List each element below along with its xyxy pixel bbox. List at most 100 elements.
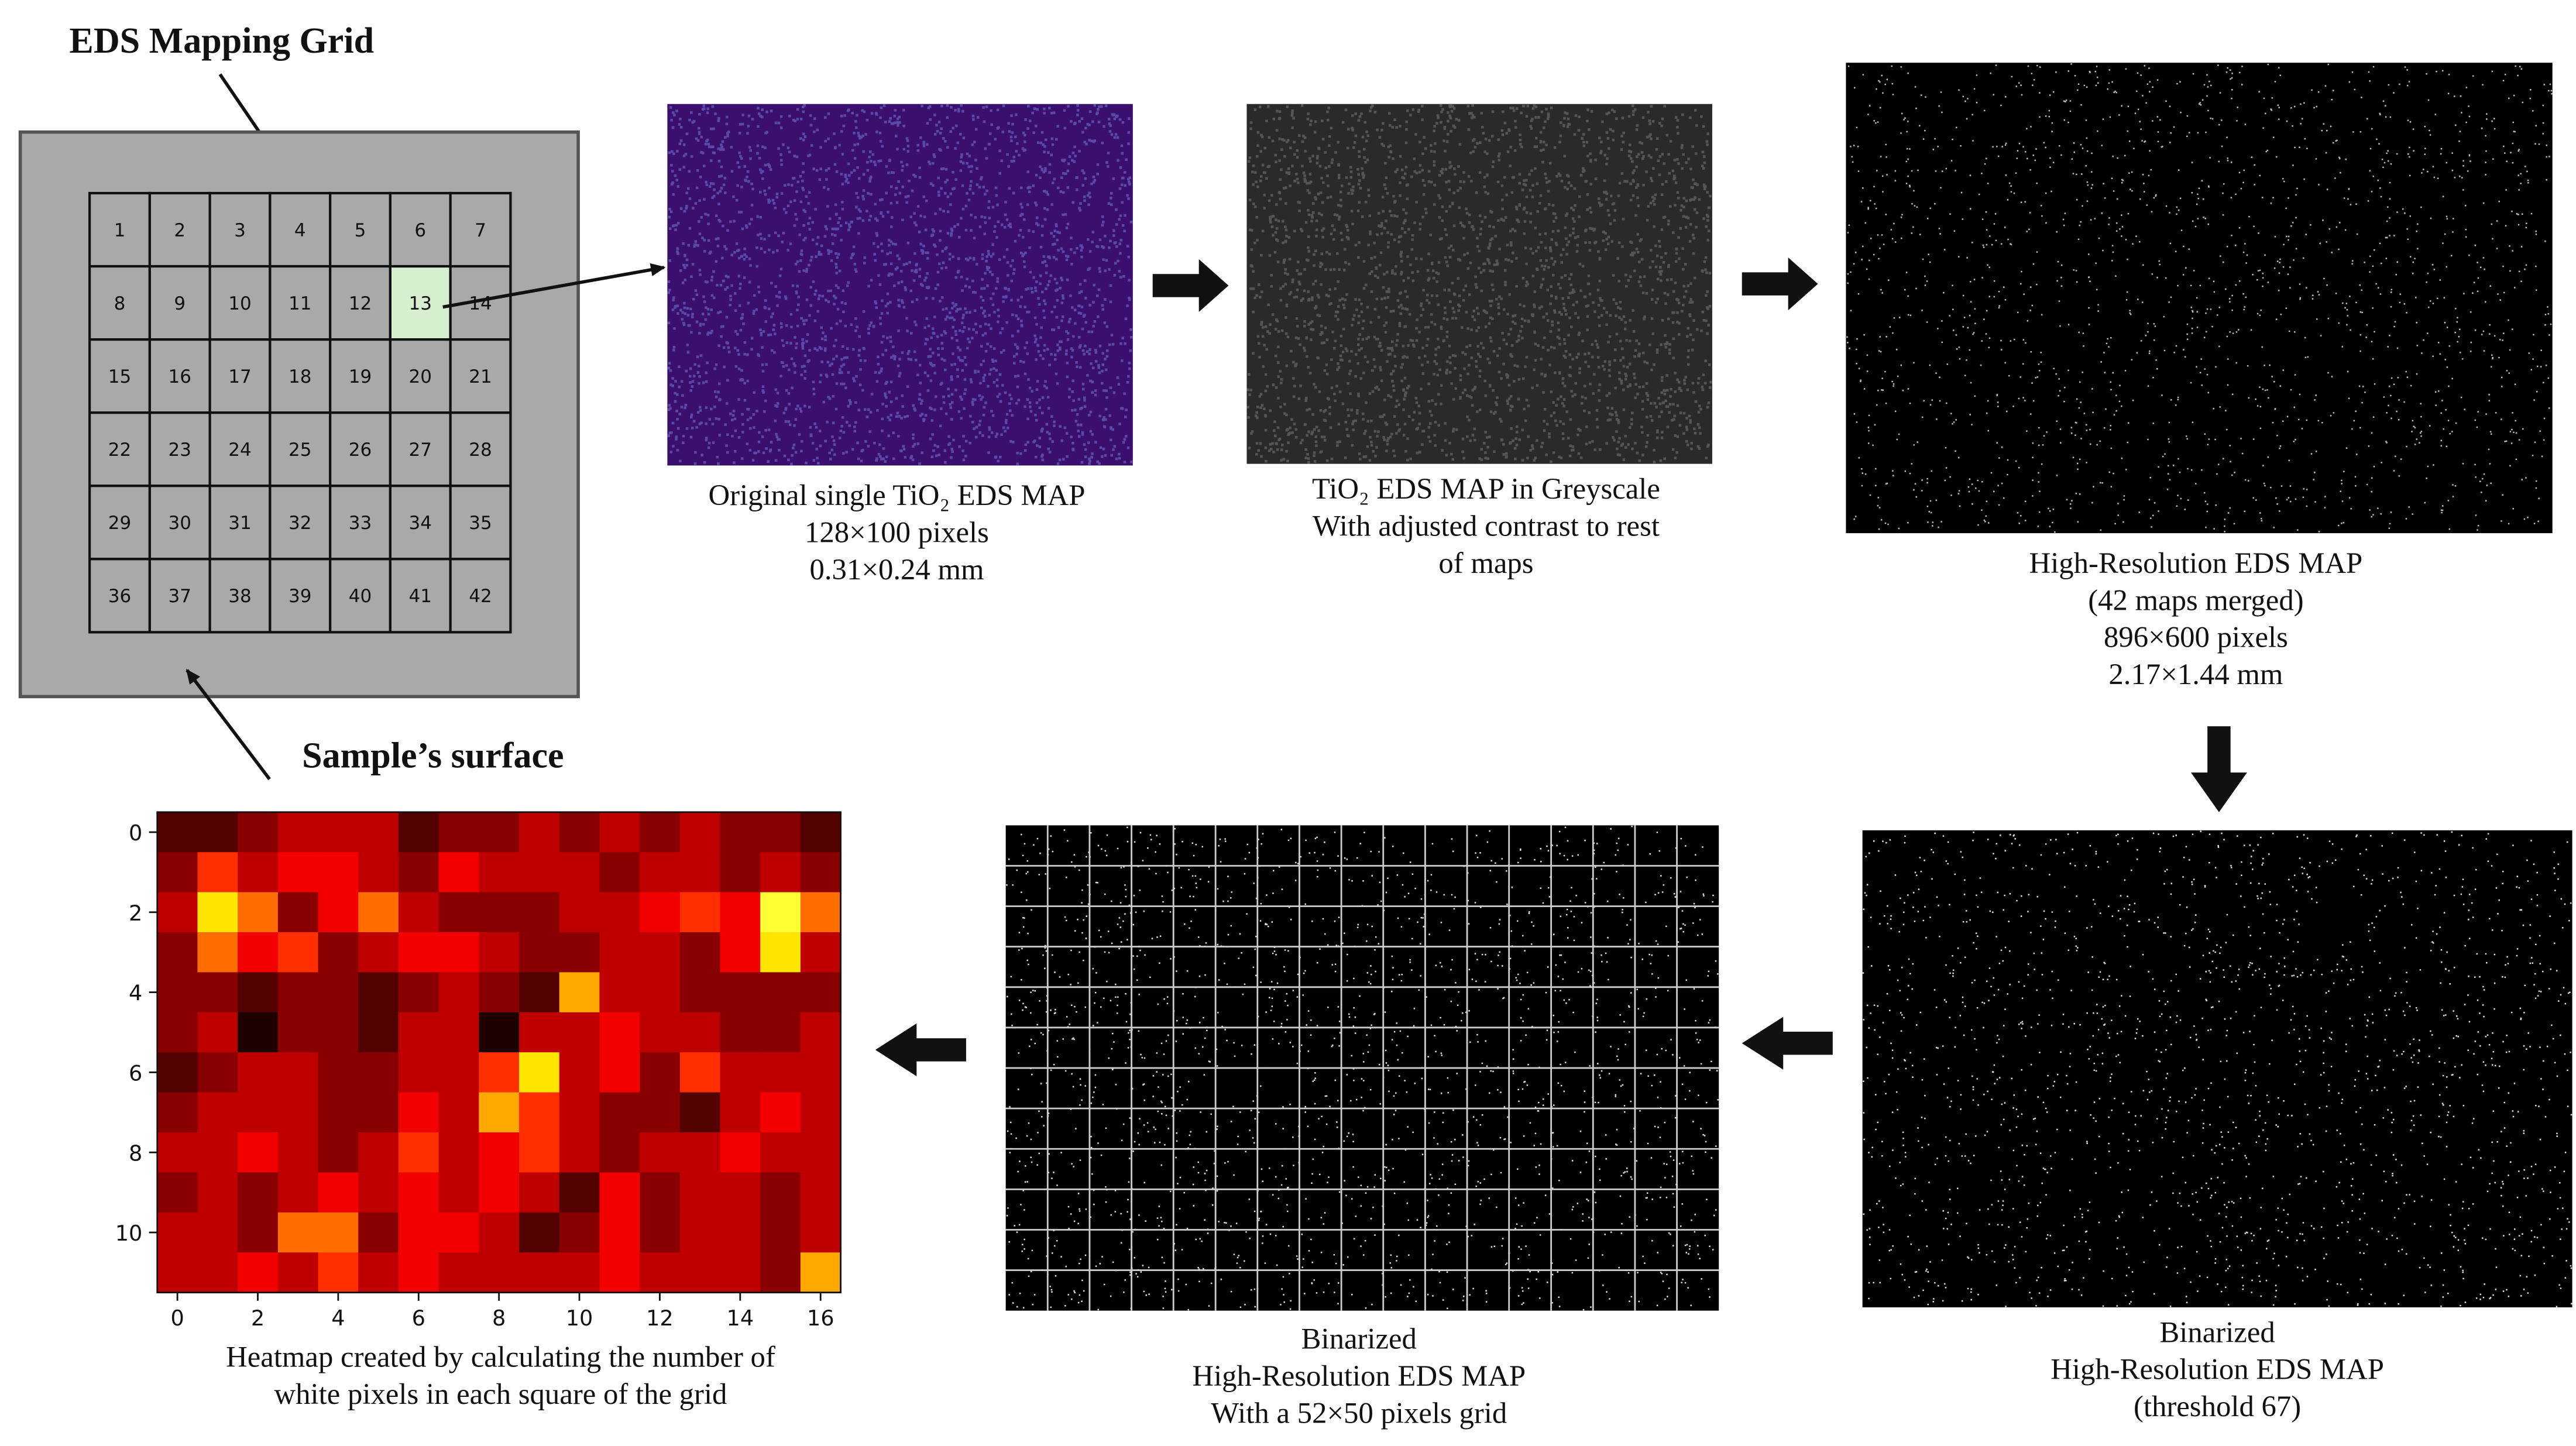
heat-cell [438,1252,480,1293]
heat-cell [398,1052,439,1093]
heat-cell [197,852,239,893]
caption: Binarized [2159,1316,2275,1348]
cell-label: 25 [288,439,311,461]
heat-cell [197,1132,239,1173]
heat-cell [800,1172,842,1213]
x-tick-label: 16 [807,1306,834,1331]
heat-cell [157,932,198,973]
cell-label: 31 [228,513,251,534]
x-tick-label: 0 [170,1306,184,1331]
y-tick-label: 6 [129,1061,142,1086]
heat-cell [277,1132,319,1173]
caption: With adjusted contrast to rest [1313,509,1660,542]
caption: Original single TiO₂ EDS MAP [709,479,1086,511]
grid-cell [88,485,151,561]
heat-cell [238,1212,279,1253]
grid-cell [148,191,211,268]
heat-cell [238,1252,279,1293]
heat-cell [559,932,600,973]
x-tick-label: 8 [492,1306,506,1331]
heat-cell [197,972,239,1013]
cell-label: 17 [228,366,251,387]
heat-cell [599,932,640,973]
heat-cell [760,1132,801,1173]
heat-cell [640,1252,681,1293]
grid-cell [269,191,332,268]
heat-cell [760,972,801,1013]
cell-label: 16 [169,366,191,387]
heat-cell [479,1132,520,1173]
cell-label: 33 [349,513,372,534]
heat-cell [277,1252,319,1293]
heat-cell [238,812,279,853]
cell-label: 15 [108,366,131,387]
heat-cell [238,852,279,893]
heat-cell [760,852,801,893]
heat-cell [318,1212,359,1253]
grid-cell [389,191,452,268]
heat-cell [720,852,761,893]
map-image [1862,830,2572,1308]
heat-cell [599,892,640,933]
heat-cell [318,972,359,1013]
heat-cell [800,1052,842,1093]
overlay-grid [1005,825,1719,1311]
heat-cell [599,852,640,893]
heat-cell [479,932,520,973]
heat-cell [679,892,721,933]
x-tick-label: 4 [331,1306,345,1331]
grid-title: EDS Mapping Grid [69,21,374,61]
heat-cell [318,892,359,933]
heat-cell [599,812,640,853]
heat-cell [277,1092,319,1133]
grid-cell [269,338,332,414]
cell-label: 26 [349,439,372,461]
caption: Heatmap created by calculating the numbe… [226,1341,775,1373]
heat-cell [760,892,801,933]
grid-cell [449,191,512,268]
cell-label: 29 [108,513,131,534]
caption: High-Resolution EDS MAP [1192,1359,1526,1392]
heat-cell [398,892,439,933]
cell-label: 2 [174,220,186,241]
heat-cell [197,1252,239,1293]
heat-cell [438,932,480,973]
cell-label: 7 [475,220,486,241]
heat-cell [800,812,842,853]
heat-cell [438,1092,480,1133]
heat-cell [479,1172,520,1213]
caption: white pixels in each square of the grid [274,1378,727,1410]
heat-cell [479,852,520,893]
heat-cell [238,1132,279,1173]
grid-cell [449,411,512,487]
map-speckle [1246,104,1712,464]
heat-cell [720,1012,761,1053]
heat-cell [559,892,600,933]
cell-label: 32 [288,513,311,534]
heat-cell [679,852,721,893]
caption: 896×600 pixels [2104,621,2288,654]
cell-label: 38 [228,586,251,607]
heat-cell [398,1212,439,1253]
heat-cell [519,972,560,1013]
heat-cell [559,1172,600,1213]
heat-cell [479,1212,520,1253]
arrow-right [1152,259,1229,312]
heat-cell [398,1012,439,1053]
heat-cell [438,1012,480,1053]
heat-cell [318,1012,359,1053]
heat-cell [640,932,681,973]
heat-cell [760,1172,801,1213]
cell-label: 13 [409,293,432,314]
heat-cell [760,1012,801,1053]
cell-label: 19 [349,366,372,387]
heat-cell [519,1132,560,1173]
cell-label: 6 [414,220,426,241]
heat-cell [800,852,842,893]
heat-cell [519,1092,560,1133]
heat-cell [800,972,842,1013]
heat-cell [398,812,439,853]
grid-cell [389,338,452,414]
heat-cell [720,972,761,1013]
arrow-left [1742,1016,1833,1070]
